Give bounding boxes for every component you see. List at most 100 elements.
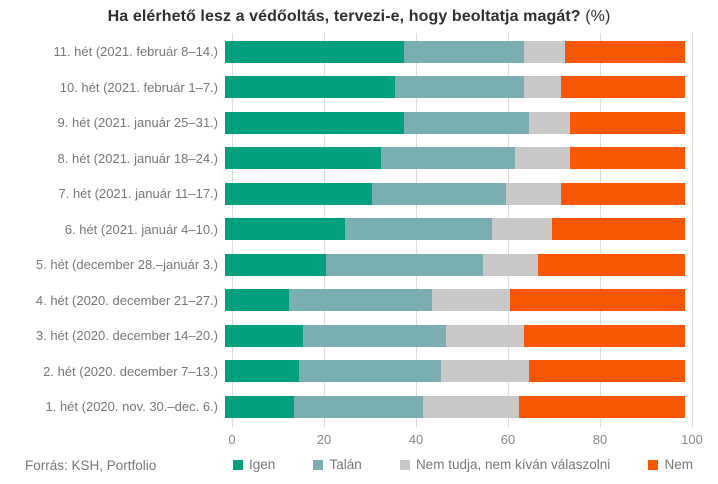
chart-row: 1. hét (2020. nov. 30.–dec. 6.) — [0, 389, 718, 425]
legend-label-talan: Talán — [329, 457, 362, 472]
bar-segment-igen — [225, 253, 327, 276]
category-label: 7. hét (2021. január 11–17.) — [58, 186, 219, 202]
legend-swatch-talan — [313, 459, 324, 470]
x-tick-label-60: 60 — [500, 432, 516, 447]
legend-swatch-nem — [648, 459, 659, 470]
bar-segment-igen — [225, 218, 345, 241]
bar-segment-talan — [289, 289, 432, 312]
category-label: 9. hét (2021. január 25–31.) — [57, 115, 218, 131]
bar-segment-nem — [560, 182, 685, 205]
bar-segment-nem_tudja — [422, 395, 520, 418]
bar-track — [225, 289, 685, 312]
chart-row: 4. hét (2020. december 21–27.) — [0, 283, 718, 319]
gridline-100 — [692, 33, 693, 427]
bar-segment-nem — [569, 111, 685, 134]
category-label: 11. hét (2021. február 8–14.) — [53, 44, 218, 60]
chart-title-main: Ha elérhető lesz a védőoltás, tervezi-e,… — [107, 8, 581, 25]
legend-item-talan: Talán — [313, 457, 362, 472]
bar-track — [225, 76, 685, 99]
bar-segment-nem_tudja — [528, 111, 570, 134]
source-note: Forrás: KSH, Portfolio — [25, 458, 157, 473]
bar-segment-nem_tudja — [491, 218, 552, 241]
category-label: 6. hét (2021. január 4–10.) — [64, 221, 218, 237]
legend-label-nem_tudja: Nem tudja, nem kíván válaszolni — [415, 457, 611, 472]
bar-segment-nem_tudja — [482, 253, 538, 276]
x-tick-label-20: 20 — [316, 432, 332, 447]
category-label: 1. hét (2020. nov. 30.–dec. 6.) — [45, 399, 219, 415]
bar-segment-talan — [294, 395, 423, 418]
chart-row: 11. hét (2021. február 8–14.) — [0, 34, 718, 70]
bar-segment-nem — [569, 147, 685, 170]
bar-segment-nem_tudja — [445, 324, 524, 347]
category-label: 2. hét (2020. december 7–13.) — [43, 363, 218, 379]
bar-segment-nem — [565, 40, 685, 63]
bar-segment-talan — [303, 324, 446, 347]
legend-item-nem_tudja: Nem tudja, nem kíván válaszolni — [399, 457, 611, 472]
bar-segment-nem_tudja — [523, 40, 566, 63]
bar-segment-igen — [225, 289, 290, 312]
bar-segment-talan — [326, 253, 483, 276]
bar-track — [225, 218, 685, 241]
bar-segment-talan — [298, 360, 442, 383]
bar-segment-nem — [510, 289, 685, 312]
category-label: 3. hét (2020. december 14–20.) — [35, 328, 218, 344]
bar-segment-talan — [344, 218, 492, 241]
legend-item-nem: Nem — [648, 457, 693, 472]
x-tick-label-80: 80 — [592, 432, 608, 447]
chart-row: 7. hét (2021. január 11–17.) — [0, 176, 718, 212]
bar-track — [225, 395, 685, 418]
bar-segment-talan — [404, 40, 524, 63]
bar-track — [225, 324, 685, 347]
bar-segment-igen — [225, 360, 299, 383]
x-tick-label-0: 0 — [228, 432, 236, 447]
bar-segment-igen — [225, 147, 382, 170]
bar-segment-igen — [225, 40, 405, 63]
legend-swatch-nem_tudja — [399, 459, 410, 470]
bar-segment-igen — [225, 324, 304, 347]
bar-track — [225, 360, 685, 383]
bar-segment-nem — [551, 218, 685, 241]
bar-track — [225, 147, 685, 170]
bar-segment-nem_tudja — [523, 76, 561, 99]
legend: Igen Talán Nem tudja, nem kíván válaszolni… — [233, 457, 693, 472]
bar-segment-nem — [537, 253, 685, 276]
bar-track — [225, 40, 685, 63]
bar-segment-igen — [225, 111, 405, 134]
bar-segment-nem — [523, 324, 685, 347]
legend-item-igen: Igen — [233, 457, 275, 472]
category-label: 8. hét (2021. január 18–24.) — [57, 150, 218, 166]
bar-segment-igen — [225, 76, 396, 99]
chart-row: 8. hét (2021. január 18–24.) — [0, 141, 718, 177]
legend-swatch-igen — [233, 459, 243, 470]
chart-row: 3. hét (2020. december 14–20.) — [0, 318, 718, 354]
legend-label-igen: Igen — [249, 457, 276, 472]
category-label: 10. hét (2021. február 1–7.) — [59, 79, 218, 95]
chart-row: 9. hét (2021. január 25–31.) — [0, 105, 718, 141]
bar-track — [225, 253, 685, 276]
bar-segment-nem_tudja — [514, 147, 570, 170]
chart-row: 6. hét (2021. január 4–10.) — [0, 212, 718, 248]
bar-segment-nem — [519, 395, 685, 418]
x-axis: 0 20 40 60 80 100 — [228, 432, 702, 448]
x-tick-label-100: 100 — [681, 432, 703, 447]
bar-segment-igen — [225, 395, 294, 418]
category-label: 4. hét (2020. december 21–27.) — [35, 292, 218, 308]
bar-segment-talan — [404, 111, 529, 134]
chart-row: 5. hét (december 28.–január 3.) — [0, 247, 718, 283]
bar-segment-igen — [225, 182, 373, 205]
bar-segment-talan — [395, 76, 524, 99]
bar-segment-nem_tudja — [431, 289, 511, 312]
bar-segment-nem_tudja — [505, 182, 561, 205]
legend-label-nem: Nem — [664, 457, 693, 472]
bar-track — [225, 182, 685, 205]
bar-segment-nem — [560, 76, 685, 99]
chart-row: 10. hét (2021. február 1–7.) — [0, 70, 718, 106]
chart-title: Ha elérhető lesz a védőoltás, tervezi-e,… — [0, 8, 718, 26]
chart-row: 2. hét (2020. december 7–13.) — [0, 354, 718, 390]
bar-track — [225, 111, 685, 134]
x-tick-label-40: 40 — [408, 432, 424, 447]
chart-title-suffix: (%) — [585, 8, 611, 25]
bar-segment-talan — [372, 182, 506, 205]
bar-segment-nem_tudja — [441, 360, 529, 383]
